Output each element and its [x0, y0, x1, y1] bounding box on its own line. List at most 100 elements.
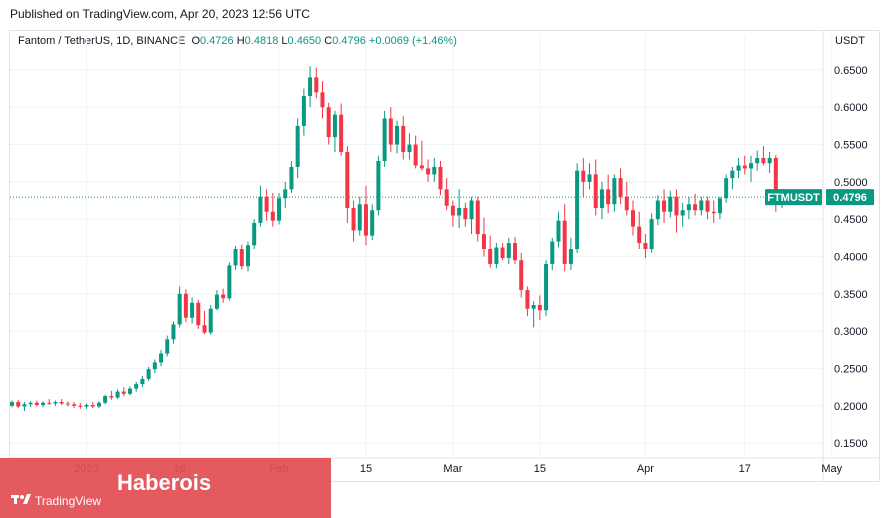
- y-tick-label: 0.2500: [834, 363, 868, 375]
- candle-body: [450, 205, 455, 216]
- candle-body: [221, 294, 226, 299]
- candle: [239, 244, 244, 270]
- candle-body: [773, 157, 778, 203]
- candle: [53, 400, 58, 406]
- candle-body: [270, 211, 275, 221]
- candle-body: [233, 249, 238, 266]
- legend-ohlc: O0.4726 H0.4818 L0.4650 C0.4796 +0.0069 …: [191, 35, 457, 47]
- candle: [550, 237, 555, 270]
- candle: [227, 262, 232, 301]
- candle: [444, 178, 449, 211]
- candle: [47, 399, 52, 406]
- candle-body: [748, 163, 753, 169]
- candle: [295, 118, 300, 179]
- candle-body: [295, 125, 300, 167]
- candle-body: [376, 160, 381, 211]
- candle-body: [47, 402, 52, 404]
- candle-body: [432, 166, 437, 175]
- candle-body: [72, 404, 77, 406]
- candle-body: [599, 189, 604, 208]
- candle-body: [500, 247, 505, 258]
- candle-body: [463, 207, 468, 220]
- low-value: 0.4650: [287, 35, 322, 47]
- candle: [506, 237, 511, 264]
- candle: [519, 252, 524, 298]
- candle: [432, 157, 437, 182]
- candle-body: [264, 196, 269, 212]
- candle: [22, 402, 27, 411]
- price-axis[interactable]: 0.1500 0.2000 0.2500 0.3000 0.3500 0.4000 0.45…: [834, 65, 868, 450]
- candle-body: [736, 165, 741, 171]
- candle: [736, 157, 741, 179]
- candle-body: [96, 402, 101, 407]
- candle: [301, 88, 306, 136]
- candle-body: [711, 211, 716, 214]
- candle-body: [699, 200, 704, 211]
- candle: [115, 389, 120, 400]
- candle: [78, 402, 83, 409]
- candle: [674, 189, 679, 233]
- published-note: Published on TradingView.com, Apr 20, 20…: [10, 7, 310, 21]
- y-tick-label: 0.5000: [834, 177, 868, 189]
- candle: [308, 66, 313, 108]
- candle: [345, 146, 350, 223]
- candle: [711, 200, 716, 223]
- low-label: L: [281, 35, 288, 47]
- candle: [96, 401, 101, 408]
- candle: [339, 103, 344, 156]
- candle: [258, 185, 263, 227]
- candle-body: [388, 118, 393, 145]
- y-tick-label: 0.3500: [834, 289, 868, 301]
- candle-body: [363, 204, 368, 236]
- candle-body: [419, 165, 424, 169]
- candle-body: [314, 77, 319, 93]
- candle-body: [121, 391, 126, 394]
- candle-body: [22, 404, 27, 407]
- candle-body: [28, 402, 33, 405]
- candle-body: [308, 77, 313, 97]
- candle-body: [382, 118, 387, 161]
- candle: [177, 286, 182, 328]
- candle: [612, 174, 617, 212]
- candle: [481, 217, 486, 257]
- candle-body: [407, 144, 412, 153]
- last-price-marker: FTMUSDT 0.4796: [10, 189, 874, 206]
- x-tick-label: May: [821, 463, 842, 475]
- candle-body: [550, 241, 555, 264]
- candle: [208, 305, 213, 335]
- candle-body: [370, 210, 375, 236]
- candle-body: [127, 388, 132, 394]
- chart-frame: [9, 30, 880, 482]
- candle-body: [506, 243, 511, 258]
- candle-body: [537, 305, 542, 311]
- candle: [357, 196, 362, 236]
- candle-body: [65, 403, 70, 405]
- candle-body: [575, 170, 580, 250]
- candle: [370, 204, 375, 241]
- candle-body: [469, 200, 474, 220]
- candle: [159, 349, 164, 367]
- candle: [581, 157, 586, 197]
- candle-body: [332, 114, 337, 138]
- candle-body: [581, 170, 586, 182]
- candle: [395, 120, 400, 154]
- candle-body: [53, 402, 58, 404]
- candle-body: [624, 196, 629, 211]
- candle-body: [84, 405, 89, 407]
- candle-body: [693, 204, 698, 211]
- candle: [705, 196, 710, 220]
- candle: [413, 135, 418, 169]
- candle: [593, 159, 598, 216]
- candle: [152, 359, 157, 373]
- candle-body: [339, 114, 344, 153]
- candle-body: [41, 402, 46, 406]
- candle-body: [283, 189, 288, 199]
- y-tick-label: 0.5500: [834, 140, 868, 152]
- last-price-box: [826, 189, 874, 206]
- candle: [59, 399, 64, 406]
- candle: [41, 401, 46, 408]
- tradingview-brand[interactable]: TradingView: [11, 492, 101, 510]
- candle: [196, 299, 201, 329]
- candle: [680, 202, 685, 227]
